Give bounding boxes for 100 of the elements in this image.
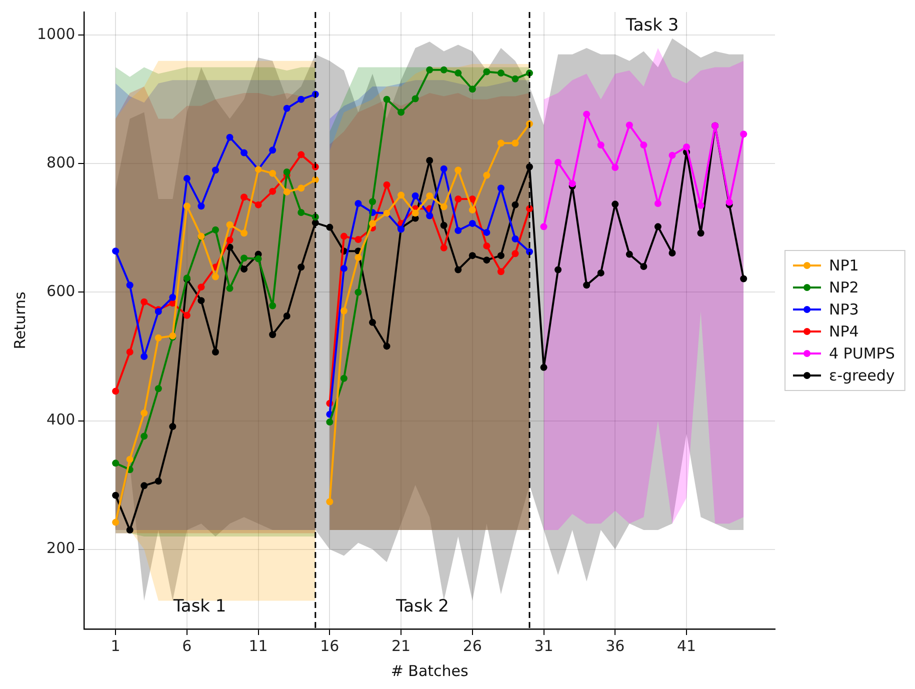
point bbox=[198, 297, 205, 304]
point bbox=[654, 223, 662, 230]
point bbox=[726, 198, 733, 206]
point bbox=[212, 226, 219, 234]
legend-label: NP2 bbox=[829, 278, 859, 296]
point bbox=[483, 228, 490, 236]
x-axis-title: # Batches bbox=[390, 662, 469, 680]
point bbox=[169, 423, 176, 430]
point bbox=[326, 224, 334, 231]
point bbox=[640, 142, 648, 149]
point bbox=[154, 385, 162, 392]
point bbox=[269, 188, 276, 195]
x-tick-label: 41 bbox=[676, 636, 696, 655]
point bbox=[126, 282, 134, 289]
annotation: Task 3 bbox=[624, 15, 679, 36]
point bbox=[497, 140, 504, 147]
point bbox=[254, 201, 262, 208]
x-tick-label: 11 bbox=[248, 636, 268, 655]
y-tick-label: 200 bbox=[46, 539, 76, 558]
point bbox=[169, 294, 176, 301]
point bbox=[512, 235, 519, 242]
point bbox=[597, 142, 604, 149]
legend-label: ε-greedy bbox=[829, 366, 895, 384]
point bbox=[226, 134, 234, 141]
point bbox=[340, 264, 348, 272]
y-axis-title: Returns bbox=[10, 292, 29, 350]
point bbox=[454, 266, 462, 274]
point bbox=[697, 230, 704, 237]
point bbox=[583, 282, 590, 289]
point bbox=[554, 158, 562, 166]
point bbox=[283, 188, 290, 196]
point bbox=[497, 70, 504, 77]
point bbox=[398, 108, 405, 116]
point bbox=[512, 140, 519, 147]
point bbox=[112, 388, 120, 395]
point bbox=[426, 66, 434, 74]
point bbox=[112, 460, 120, 467]
point bbox=[368, 220, 376, 227]
legend-label: 4 PUMPS bbox=[829, 344, 895, 362]
point bbox=[483, 256, 490, 264]
point bbox=[183, 174, 190, 182]
point bbox=[154, 334, 162, 342]
point bbox=[126, 526, 134, 534]
legend-label: NP1 bbox=[829, 256, 859, 274]
annotation: Task 2 bbox=[394, 596, 449, 616]
point bbox=[269, 302, 276, 310]
y-tick-label: 400 bbox=[46, 410, 76, 429]
point bbox=[612, 164, 619, 172]
point bbox=[412, 95, 419, 102]
point bbox=[683, 143, 690, 150]
point bbox=[140, 410, 148, 417]
x-tick-label: 16 bbox=[320, 636, 340, 655]
point bbox=[512, 75, 519, 82]
point bbox=[154, 478, 162, 485]
point bbox=[140, 298, 148, 306]
point bbox=[212, 273, 219, 280]
point bbox=[140, 432, 148, 440]
point bbox=[468, 206, 476, 214]
point bbox=[626, 250, 633, 258]
point bbox=[468, 220, 476, 227]
point bbox=[354, 200, 362, 208]
point bbox=[440, 222, 448, 229]
point bbox=[440, 165, 448, 172]
point bbox=[440, 203, 448, 210]
point bbox=[140, 352, 148, 360]
point bbox=[112, 248, 120, 255]
point bbox=[183, 312, 190, 319]
point bbox=[454, 166, 462, 174]
point bbox=[483, 68, 490, 76]
y-tick-label: 800 bbox=[46, 154, 76, 172]
point bbox=[298, 184, 305, 192]
point bbox=[468, 86, 476, 93]
x-tick-label: 6 bbox=[182, 636, 192, 655]
point bbox=[440, 244, 448, 252]
point bbox=[483, 242, 490, 250]
point bbox=[426, 192, 434, 200]
point bbox=[583, 110, 590, 118]
point bbox=[640, 263, 648, 270]
point bbox=[354, 254, 362, 262]
point bbox=[612, 200, 619, 208]
point bbox=[383, 181, 390, 188]
point bbox=[668, 152, 676, 159]
point bbox=[340, 374, 348, 382]
point bbox=[497, 268, 504, 276]
point bbox=[354, 236, 362, 244]
point bbox=[226, 221, 234, 228]
point bbox=[240, 230, 248, 237]
point bbox=[126, 348, 134, 356]
y-tick-label: 600 bbox=[46, 282, 76, 300]
point bbox=[654, 200, 662, 208]
point bbox=[298, 209, 305, 216]
point bbox=[140, 482, 148, 490]
point bbox=[398, 192, 405, 199]
point bbox=[240, 266, 248, 273]
point bbox=[183, 202, 190, 210]
point bbox=[568, 180, 576, 188]
y-tick-label: 1000 bbox=[36, 25, 76, 44]
point bbox=[269, 146, 276, 154]
point bbox=[226, 236, 234, 244]
point bbox=[112, 518, 120, 526]
